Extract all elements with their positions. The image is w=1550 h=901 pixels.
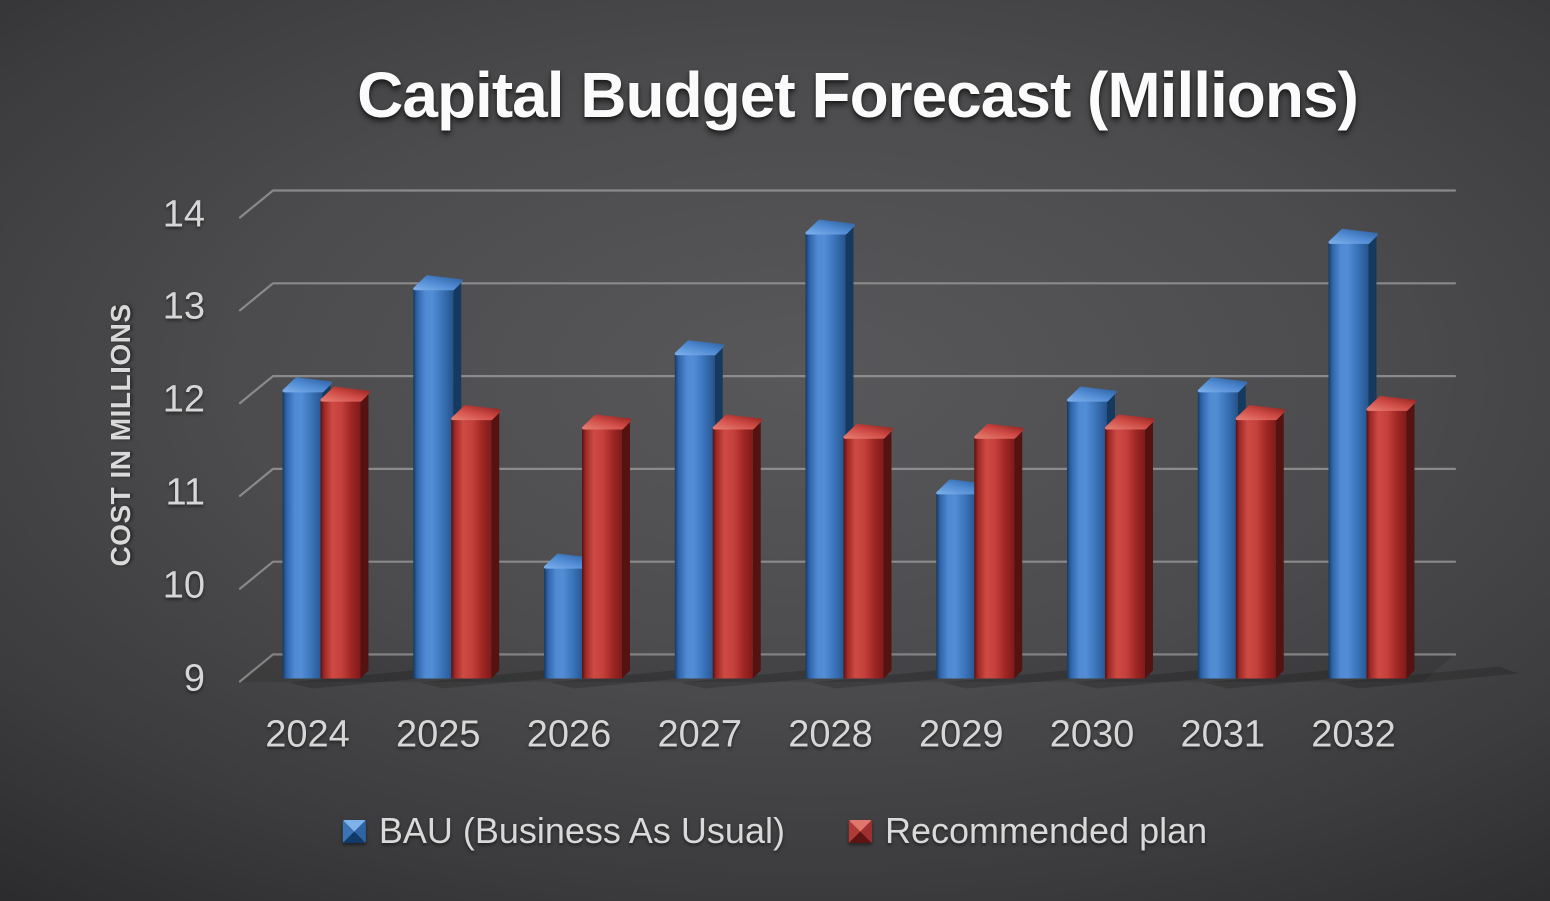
bar-top-cap [1328, 228, 1378, 244]
gridline-9 [238, 653, 1457, 683]
bau-bar-2028 [805, 219, 855, 679]
bar-top-cap [974, 423, 1024, 439]
bar-front-face [712, 427, 753, 679]
recommended-bar-2031 [1235, 405, 1286, 679]
bar-top-cap [1197, 377, 1248, 393]
recommended-bar-2029 [974, 423, 1024, 679]
bar-front-face [282, 390, 323, 679]
bar-top-cap [413, 275, 463, 291]
bar-side-face [1406, 401, 1415, 679]
y-axis-tick-label-11: 11 [165, 471, 205, 514]
bau-series-label: BAU (Business As Usual) [378, 810, 785, 851]
recommended-series-marker-icon [848, 819, 872, 843]
x-axis-label-2029: 2029 [918, 713, 1004, 756]
bar-top-cap [712, 414, 763, 430]
gridline-13 [238, 282, 1457, 312]
x-axis-label-2025: 2025 [395, 713, 481, 756]
x-axis-label-2030: 2030 [1049, 713, 1135, 756]
bar-top-cap [582, 414, 632, 430]
bau-bar-2027 [674, 340, 725, 679]
bar-top-cap [674, 340, 725, 356]
bar-side-face [1014, 429, 1023, 679]
bar-front-face [582, 427, 622, 679]
bar-front-face [320, 400, 361, 679]
bar-side-face [360, 392, 369, 679]
bar-front-face [974, 437, 1015, 679]
bar-top-cap [1366, 395, 1416, 411]
bar-top-cap [1067, 386, 1117, 402]
gridlines [238, 189, 1457, 683]
recommended-series-label: Recommended plan [884, 810, 1208, 851]
gridline-12 [238, 375, 1457, 405]
gridline-10 [238, 560, 1457, 590]
bar-front-face [1197, 390, 1238, 679]
bar-top-cap [843, 423, 893, 439]
x-axis-label-2028: 2028 [788, 713, 873, 756]
recommended-bar-2027 [712, 414, 763, 679]
recommended-bar-2025 [451, 405, 501, 679]
bar-top-cap [320, 386, 370, 402]
x-axis-label-2024: 2024 [265, 713, 350, 756]
gridline-11 [238, 467, 1457, 497]
bar-top-cap [1235, 405, 1286, 421]
bar-top-cap [1105, 414, 1155, 430]
bar-front-face [1328, 242, 1369, 679]
bar-side-face [491, 410, 500, 679]
y-axis-tick-label-10: 10 [162, 564, 205, 607]
bar-side-face [1145, 419, 1153, 679]
bar-front-face [413, 288, 454, 679]
bar-front-face [1366, 409, 1407, 679]
bar-front-face [1105, 427, 1145, 679]
bar-front-face [544, 567, 584, 679]
gridline-14 [238, 189, 1457, 219]
bar-front-face [451, 418, 492, 679]
bar-shadow-2032 [1334, 666, 1519, 689]
x-axis-label-2026: 2026 [526, 713, 612, 756]
bar-front-face [1235, 418, 1276, 679]
bar-top-cap [282, 377, 332, 393]
bar-side-face [883, 429, 892, 679]
recommended-bar-2032 [1366, 395, 1416, 679]
bau-series-marker-icon [342, 819, 366, 843]
x-axis-label-2032: 2032 [1311, 713, 1396, 756]
legend: BAU (Business As Usual) Recommended plan [342, 810, 1208, 852]
recommended-bar-2028 [843, 423, 893, 679]
bar-front-face [936, 492, 977, 679]
bar-front-face [674, 353, 715, 679]
legend-item-recommended: Recommended plan [848, 810, 1208, 852]
recommended-bar-2026 [582, 414, 632, 679]
recommended-bar-2030 [1105, 414, 1155, 679]
x-axis-label-2027: 2027 [657, 713, 743, 756]
bar-side-face [752, 419, 761, 679]
y-axis-tick-label-14: 14 [162, 193, 205, 235]
bar-top-cap [451, 405, 501, 421]
bar-front-face [1067, 400, 1107, 679]
legend-item-bau: BAU (Business As Usual) [342, 810, 785, 852]
y-axis-tick-label-9: 9 [183, 657, 205, 699]
bar-side-face [1275, 410, 1284, 679]
bar-top-cap [805, 219, 855, 235]
y-axis-tick-label-13: 13 [162, 285, 205, 328]
y-axis-tick-label-12: 12 [162, 378, 205, 421]
bar-front-face [843, 437, 884, 679]
bar-side-face [622, 419, 630, 679]
chart-title: Capital Budget Forecast (Millions) [357, 59, 1359, 131]
recommended-bar-2024 [320, 386, 370, 679]
x-axis-label-2031: 2031 [1180, 713, 1266, 756]
bar-front-face [805, 233, 846, 679]
